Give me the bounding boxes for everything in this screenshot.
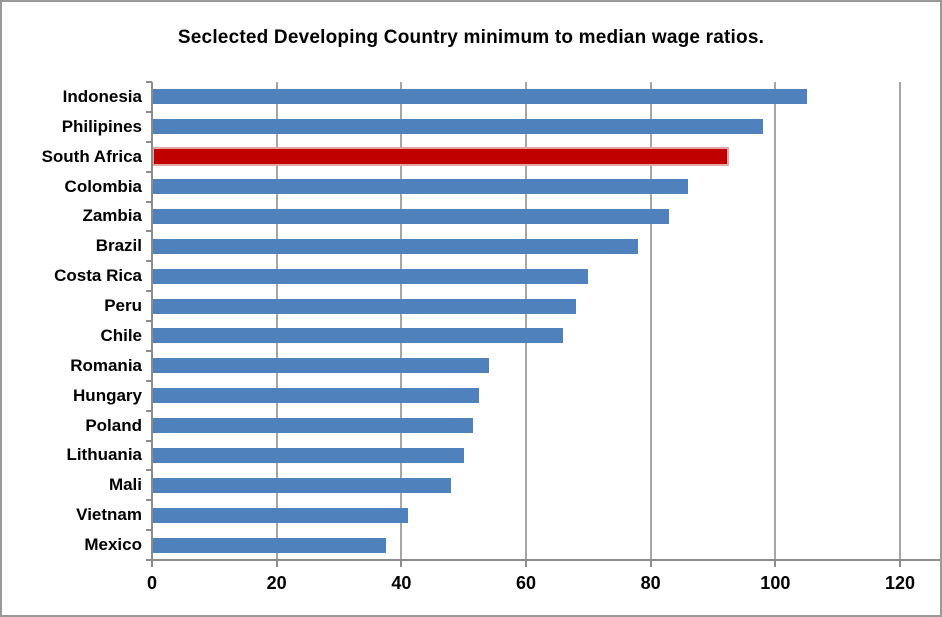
gridline-120 xyxy=(899,82,901,560)
bar-row-lithuania xyxy=(152,441,900,471)
y-tick-mark-12 xyxy=(146,439,152,442)
bar-indonesia[interactable] xyxy=(152,89,807,105)
bar-lithuania[interactable] xyxy=(152,447,464,463)
y-axis-line xyxy=(151,82,153,561)
category-label-indonesia: Indonesia xyxy=(62,86,142,106)
y-tick-mark-6 xyxy=(146,260,152,263)
bar-philipines[interactable] xyxy=(152,119,763,135)
bar-row-mexico xyxy=(152,530,900,560)
category-label-brazil: Brazil xyxy=(95,236,142,256)
x-tick-mark-120 xyxy=(899,561,901,567)
category-label-vietnam: Vietnam xyxy=(76,505,142,525)
bar-row-philipines xyxy=(152,112,900,142)
gridline-80 xyxy=(649,82,652,560)
y-tick-mark-3 xyxy=(146,170,152,173)
bar-hungary[interactable] xyxy=(152,388,480,404)
y-tick-mark-10 xyxy=(146,379,152,382)
y-tick-mark-1 xyxy=(146,110,152,113)
x-tick-mark-20 xyxy=(275,561,278,567)
bar-row-peru xyxy=(152,291,900,321)
bar-row-brazil xyxy=(152,231,900,261)
bar-mexico[interactable] xyxy=(152,537,386,553)
bar-brazil[interactable] xyxy=(152,238,639,254)
category-label-mexico: Mexico xyxy=(84,535,142,555)
category-label-south-africa: South Africa xyxy=(41,146,142,166)
category-label-mali: Mali xyxy=(108,475,142,495)
category-label-chile: Chile xyxy=(100,325,142,345)
y-tick-mark-13 xyxy=(146,469,152,472)
gridline-100 xyxy=(774,82,777,560)
bar-row-zambia xyxy=(152,202,900,232)
highlighted-bar-south-africa[interactable] xyxy=(152,147,729,167)
bar-vietnam[interactable] xyxy=(152,507,408,523)
category-label-lithuania: Lithuania xyxy=(66,445,142,465)
bar-row-costa-rica xyxy=(152,261,900,291)
x-tick-mark-0 xyxy=(151,561,153,567)
y-tick-mark-5 xyxy=(146,230,152,233)
y-tick-mark-0 xyxy=(146,81,152,83)
bar-mali[interactable] xyxy=(152,477,452,493)
bar-row-mali xyxy=(152,470,900,500)
x-tick-mark-40 xyxy=(400,561,403,567)
y-tick-mark-7 xyxy=(146,290,152,293)
category-label-zambia: Zambia xyxy=(82,206,142,226)
category-label-peru: Peru xyxy=(104,296,142,316)
x-tick-label-120: 120 xyxy=(884,573,916,593)
bar-row-indonesia xyxy=(152,82,900,112)
category-label-romania: Romania xyxy=(70,355,142,375)
gridline-60 xyxy=(525,82,527,560)
bar-row-romania xyxy=(152,351,900,381)
x-tick-label-60: 60 xyxy=(515,573,537,593)
y-tick-mark-4 xyxy=(146,200,152,203)
x-tick-mark-100 xyxy=(774,561,777,567)
x-tick-label-40: 40 xyxy=(391,573,412,593)
bar-romania[interactable] xyxy=(152,358,489,374)
bar-costa-rica[interactable] xyxy=(152,268,589,284)
y-tick-mark-15 xyxy=(146,529,152,532)
bar-row-hungary xyxy=(152,381,900,411)
y-tick-mark-9 xyxy=(146,349,152,352)
y-tick-mark-8 xyxy=(146,320,152,322)
y-tick-mark-11 xyxy=(146,409,152,412)
category-label-poland: Poland xyxy=(85,415,142,435)
bar-row-poland xyxy=(152,411,900,441)
bar-row-chile xyxy=(152,321,900,351)
category-label-costa-rica: Costa Rica xyxy=(54,266,142,286)
gridline-20 xyxy=(275,82,278,560)
y-tick-mark-16 xyxy=(146,559,152,561)
bar-row-colombia xyxy=(152,172,900,202)
category-label-hungary: Hungary xyxy=(73,385,142,405)
x-tick-label-80: 80 xyxy=(640,573,661,593)
bar-peru[interactable] xyxy=(152,298,576,314)
bar-row-vietnam xyxy=(152,500,900,530)
y-tick-mark-14 xyxy=(146,499,152,502)
y-tick-mark-2 xyxy=(146,140,152,143)
category-label-colombia: Colombia xyxy=(64,176,142,196)
x-tick-mark-80 xyxy=(649,561,652,567)
x-axis-line xyxy=(151,559,940,561)
chart-title: Seclected Developing Country minimum to … xyxy=(177,27,765,48)
gridline-40 xyxy=(400,82,403,560)
bar-poland[interactable] xyxy=(152,418,474,434)
x-tick-label-0: 0 xyxy=(146,573,158,593)
x-tick-label-100: 100 xyxy=(760,573,791,593)
bar-zambia[interactable] xyxy=(152,208,670,224)
category-label-philipines: Philipines xyxy=(61,116,142,136)
plot-area xyxy=(152,82,901,560)
bar-chile[interactable] xyxy=(152,328,564,344)
x-tick-label-20: 20 xyxy=(266,573,287,593)
bar-colombia[interactable] xyxy=(152,179,689,195)
bar-row-south-africa xyxy=(152,142,900,172)
x-tick-mark-60 xyxy=(525,561,527,567)
